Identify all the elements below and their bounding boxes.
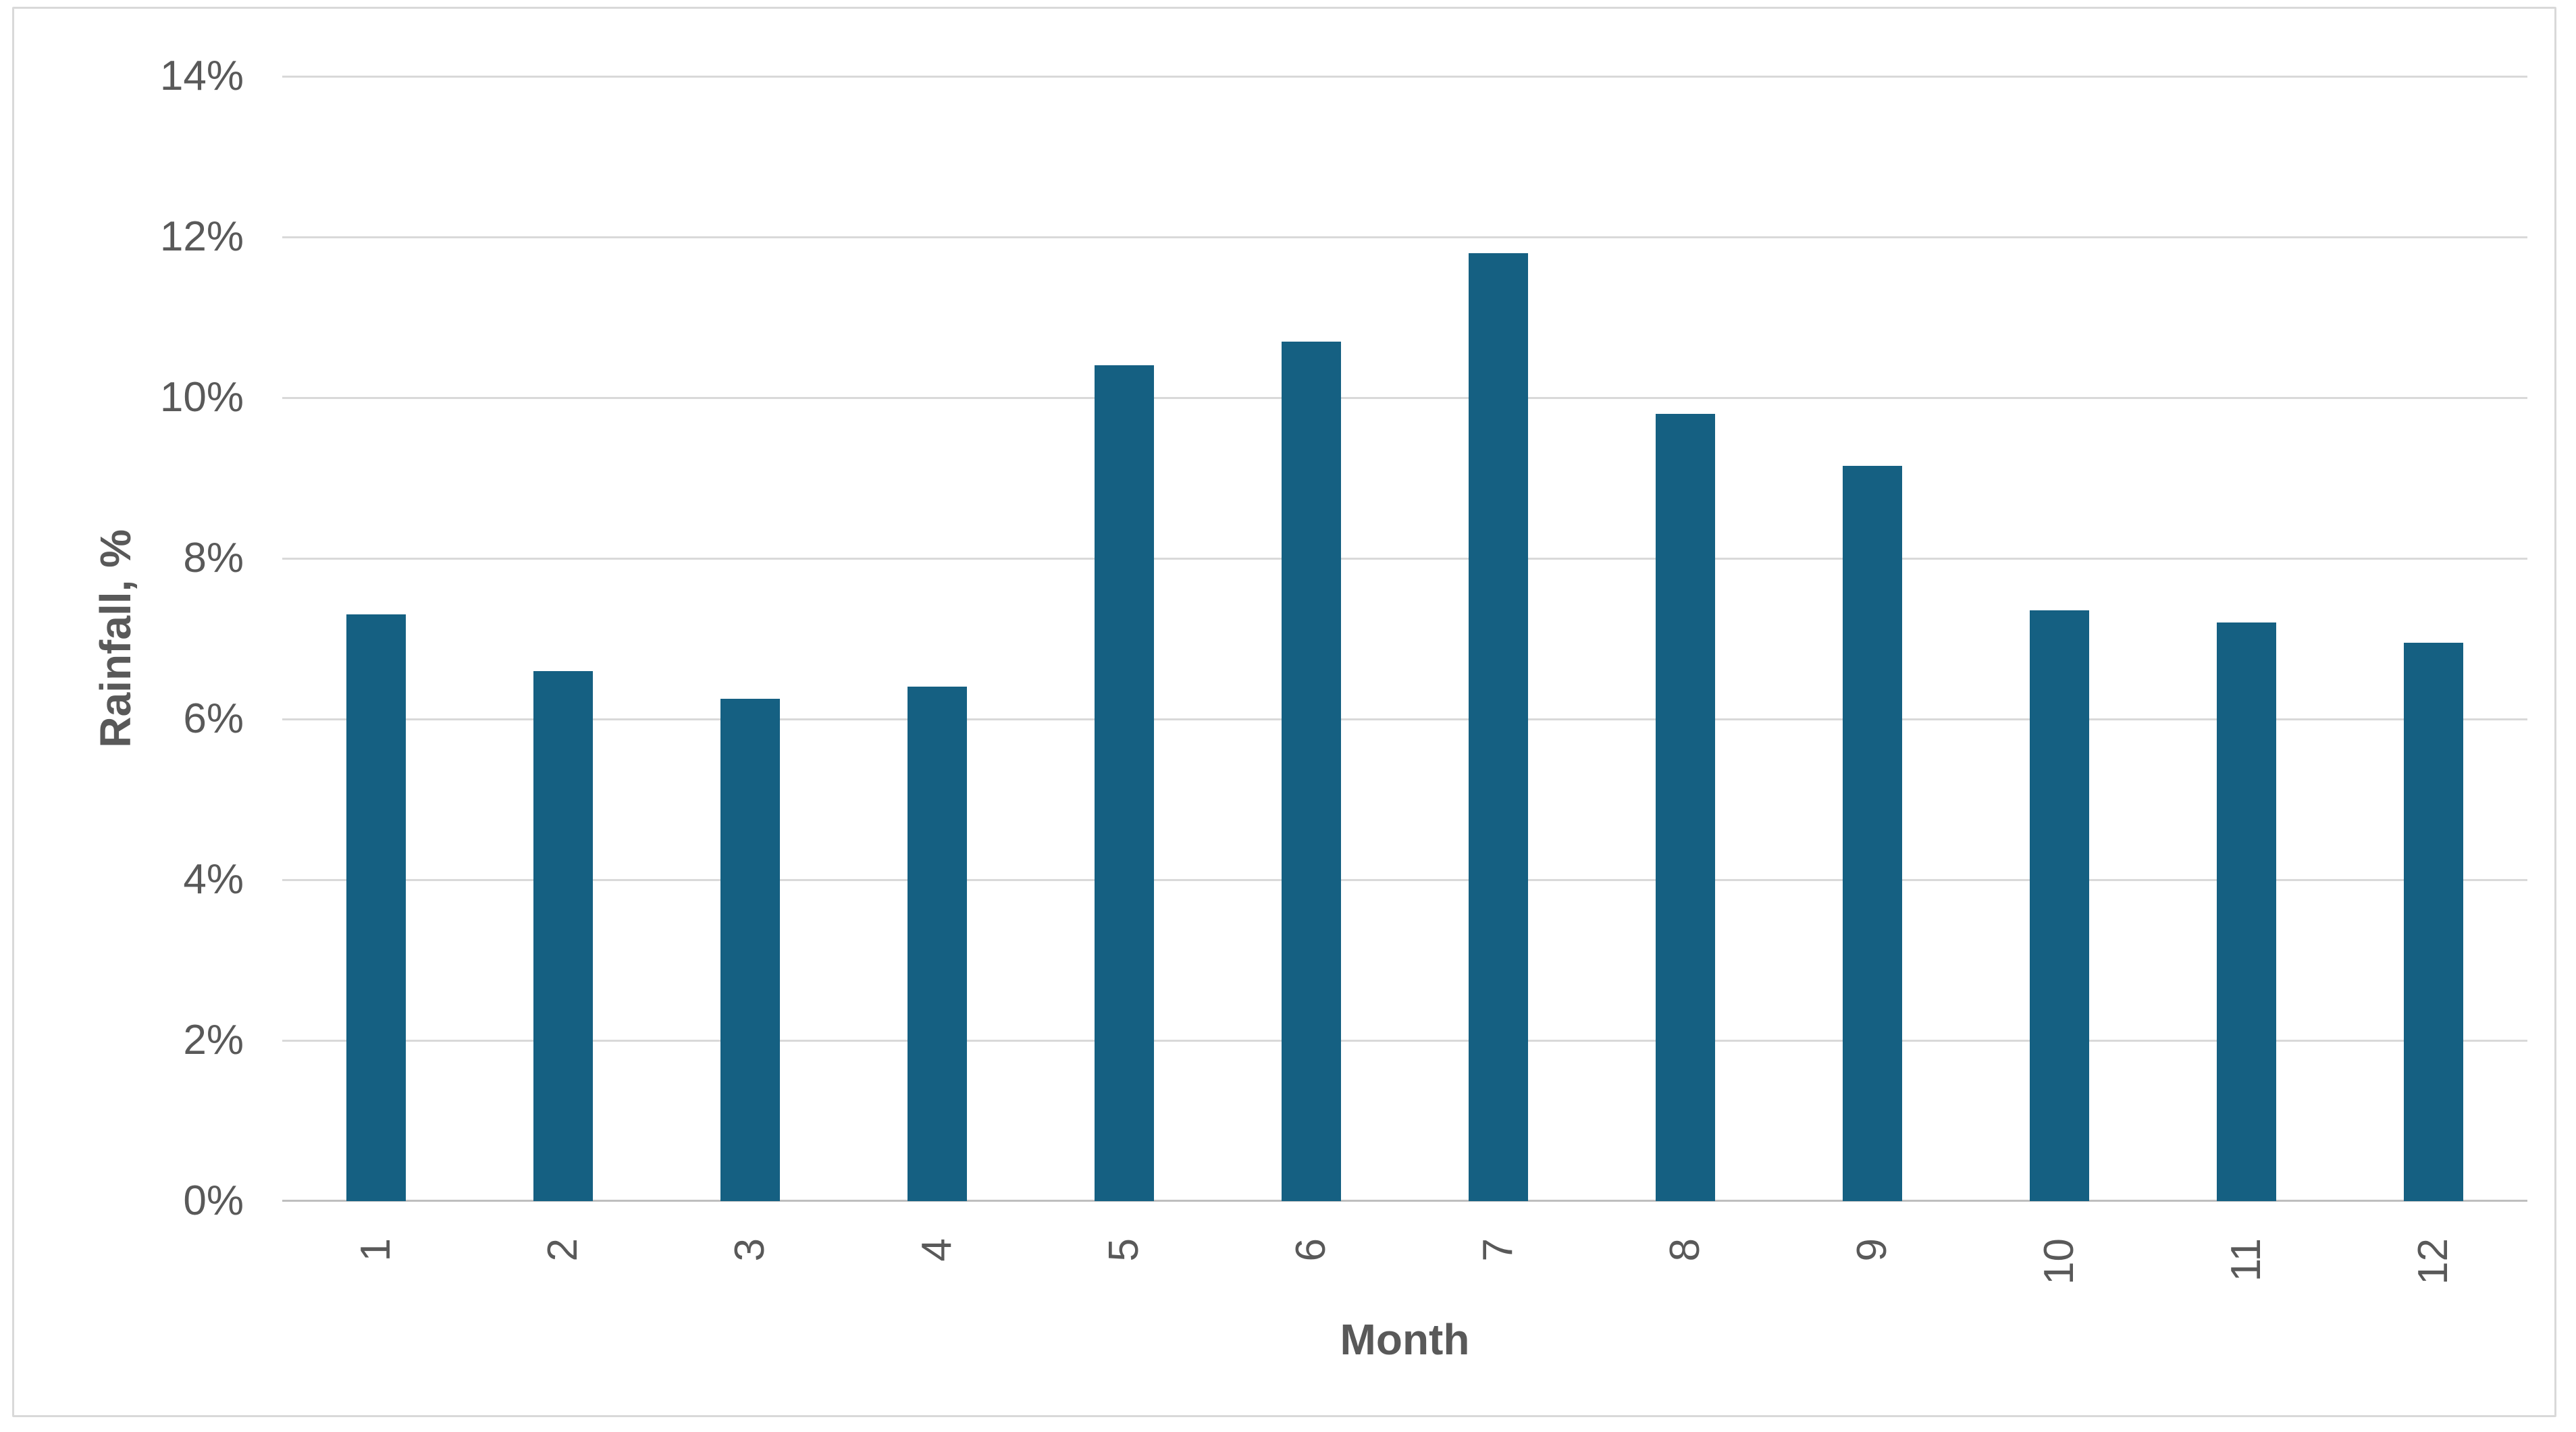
bar-slot-month-5	[1030, 76, 1217, 1201]
bar-slot-month-1	[282, 76, 469, 1201]
bar-month-6[interactable]	[1281, 341, 1341, 1201]
gridline-12pct	[282, 236, 2527, 238]
bar-slot-month-10	[1966, 76, 2153, 1201]
chart-frame: 0% 2% 4% 6% 8% 10% 12% 14% Month 1 2 3 4 5 6 7 8 9 10 11 1…	[12, 7, 2556, 1417]
bar-series	[282, 76, 2527, 1201]
y-axis-tick-labels: 0% 2% 4% 6% 8% 10% 12% 14%	[41, 53, 244, 1224]
x-axis-line	[282, 1200, 2527, 1202]
gridline-6pct	[282, 718, 2527, 720]
x-tick-label-month-1: 1	[352, 1238, 399, 1262]
bar-month-12[interactable]	[2404, 642, 2464, 1201]
bar-month-10[interactable]	[2030, 610, 2090, 1201]
y-axis-title-wrap: Rainfall, %	[82, 76, 149, 1201]
gridline-2pct	[282, 1039, 2527, 1042]
x-axis-tick-labels: Month 1 2 3 4 5 6 7 8 9 10 11 12	[282, 1201, 2527, 1424]
y-tick-label-14pct: 14%	[159, 53, 244, 99]
x-tick-label-month-6: 6	[1287, 1238, 1334, 1262]
x-tick-label-month-9: 9	[1849, 1238, 1896, 1262]
x-tick-label-month-10: 10	[2036, 1238, 2083, 1285]
bar-month-11[interactable]	[2217, 622, 2277, 1201]
plot-area	[282, 75, 2527, 1202]
gridline-14pct	[282, 75, 2527, 78]
gridline-8pct	[282, 557, 2527, 560]
bar-slot-month-7	[1404, 76, 1592, 1201]
bar-month-2[interactable]	[533, 670, 593, 1201]
bar-month-3[interactable]	[720, 699, 780, 1201]
bar-slot-month-6	[1217, 76, 1404, 1201]
y-tick-label-0pct: 0%	[183, 1177, 244, 1224]
bar-slot-month-11	[2153, 76, 2340, 1201]
y-tick-label-10pct: 10%	[159, 373, 244, 421]
bar-month-8[interactable]	[1656, 413, 1716, 1201]
y-axis-title: Rainfall, %	[91, 529, 140, 748]
x-tick-label-month-7: 7	[1475, 1238, 1522, 1262]
bar-slot-month-9	[1779, 76, 1966, 1201]
bar-month-5[interactable]	[1094, 365, 1154, 1201]
bar-slot-month-4	[843, 76, 1030, 1201]
y-tick-label-8pct: 8%	[183, 535, 244, 581]
bar-slot-month-12	[2340, 76, 2527, 1201]
bar-month-4[interactable]	[907, 687, 967, 1201]
y-tick-label-6pct: 6%	[183, 695, 244, 742]
bar-month-7[interactable]	[1469, 253, 1528, 1201]
y-tick-label-2pct: 2%	[183, 1017, 244, 1063]
x-tick-label-month-4: 4	[913, 1238, 960, 1262]
x-tick-label-month-5: 5	[1100, 1238, 1147, 1262]
x-tick-label-month-8: 8	[1662, 1238, 1709, 1262]
y-tick-label-4pct: 4%	[183, 856, 244, 903]
bar-slot-month-2	[469, 76, 656, 1201]
x-tick-label-month-12: 12	[2410, 1238, 2457, 1285]
x-axis-title: Month	[1340, 1315, 1470, 1364]
bar-month-9[interactable]	[1843, 466, 1903, 1201]
bar-slot-month-3	[656, 76, 843, 1201]
bar-month-1[interactable]	[346, 614, 406, 1201]
gridline-4pct	[282, 878, 2527, 881]
bar-slot-month-8	[1592, 76, 1779, 1201]
gridline-10pct	[282, 396, 2527, 399]
x-tick-label-month-3: 3	[726, 1238, 773, 1262]
y-tick-label-12pct: 12%	[159, 213, 244, 260]
x-tick-label-month-2: 2	[539, 1238, 586, 1262]
x-tick-label-month-11: 11	[2223, 1238, 2270, 1282]
